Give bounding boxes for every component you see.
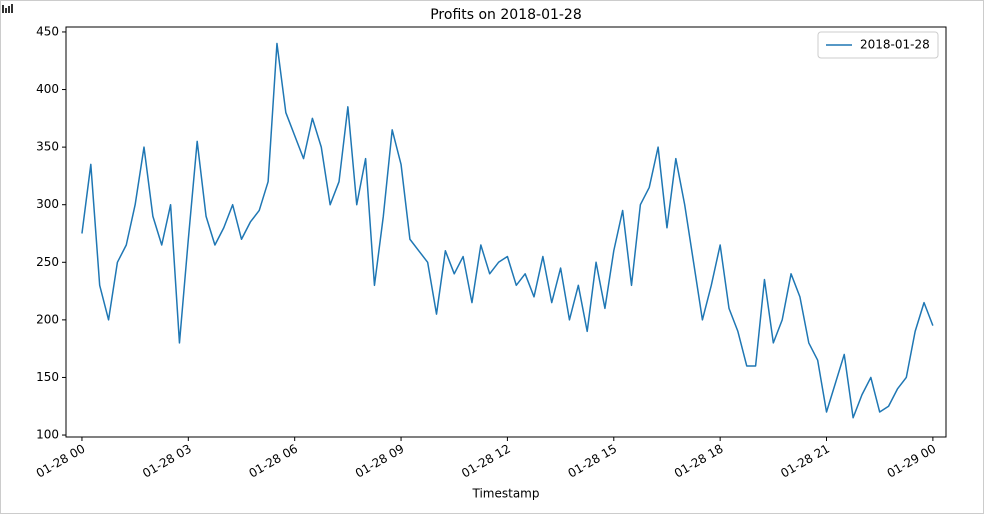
x-axis-label: Timestamp: [472, 487, 540, 501]
data-line: [81, 42, 934, 419]
y-tick-label: 100: [36, 428, 59, 442]
legend-box: [817, 31, 939, 59]
y-tick-label: 350: [36, 140, 59, 154]
y-tick-label: 300: [36, 197, 59, 211]
legend-label: 2018-01-28: [860, 38, 930, 52]
app-icon: [2, 4, 13, 13]
y-tick-label: 400: [36, 82, 59, 96]
y-tick-label: 200: [36, 312, 59, 326]
y-tick-label: 250: [36, 255, 59, 269]
chart-title: Profits on 2018-01-28: [430, 7, 582, 23]
y-tick-label: 150: [36, 370, 59, 384]
y-tick-label: 450: [36, 24, 59, 38]
plot-frame: [65, 26, 947, 438]
